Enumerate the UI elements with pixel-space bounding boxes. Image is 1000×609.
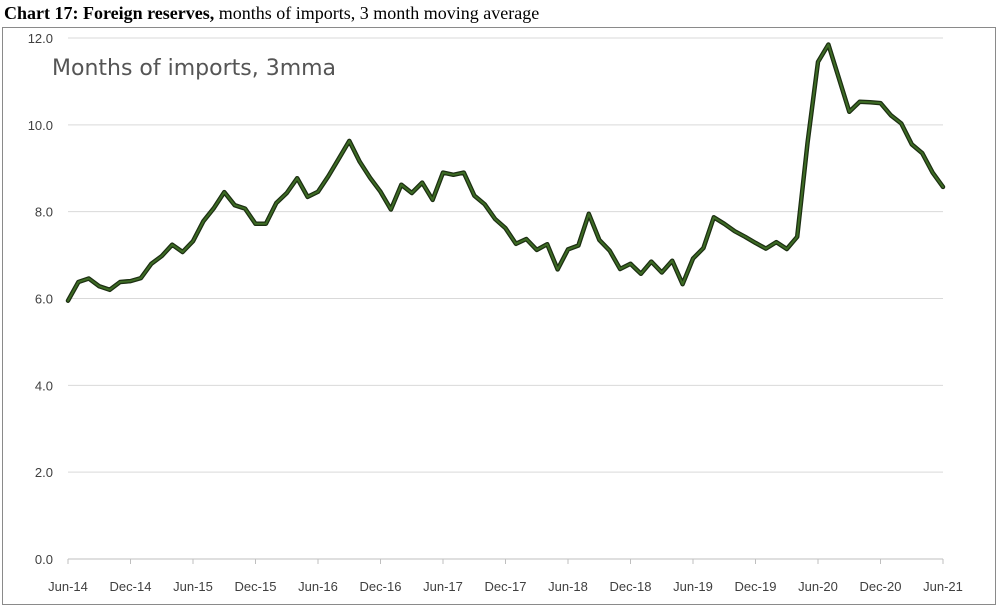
x-tick-label: Jun-14 xyxy=(48,579,88,594)
x-tick-label: Dec-17 xyxy=(485,579,527,594)
series-line xyxy=(67,43,944,302)
chart-title-rest: months of imports, 3 month moving averag… xyxy=(214,3,540,23)
y-tick-label: 10.0 xyxy=(28,118,53,133)
x-tick-label: Jun-19 xyxy=(673,579,713,594)
x-tick-label: Jun-17 xyxy=(423,579,463,594)
gridlines xyxy=(68,37,943,560)
x-tick-label: Jun-15 xyxy=(173,579,213,594)
x-tick-label: Dec-18 xyxy=(610,579,652,594)
y-axis: 0.0 2.0 4.0 6.0 8.0 10.0 12.0 xyxy=(28,31,53,567)
y-tick-label: 2.0 xyxy=(35,465,53,480)
x-tick-label: Jun-18 xyxy=(548,579,588,594)
x-tick-label: Dec-16 xyxy=(360,579,402,594)
inner-chart-label: Months of imports, 3mma xyxy=(52,56,336,81)
x-tick-label: Dec-19 xyxy=(735,579,777,594)
x-tick-label: Dec-20 xyxy=(860,579,902,594)
x-tick-label: Jun-21 xyxy=(923,579,963,594)
y-tick-label: 4.0 xyxy=(35,378,53,393)
chart-title: Chart 17: Foreign reserves, months of im… xyxy=(4,3,539,24)
y-tick-label: 12.0 xyxy=(28,31,53,46)
chart-frame xyxy=(2,27,996,605)
series-line-outline xyxy=(65,42,946,303)
x-tick-label: Jun-16 xyxy=(298,579,338,594)
x-tick-label: Dec-15 xyxy=(235,579,277,594)
series-group xyxy=(65,42,946,303)
x-tick-label: Dec-14 xyxy=(110,579,152,594)
y-tick-label: 6.0 xyxy=(35,292,53,307)
x-tick-label: Jun-20 xyxy=(798,579,838,594)
y-tick-label: 8.0 xyxy=(35,205,53,220)
y-tick-label: 0.0 xyxy=(35,552,53,567)
x-axis: Jun-14 Dec-14 Jun-15 Dec-15 Jun-16 Dec-16 Jun-… xyxy=(48,559,963,594)
chart-title-bold: Chart 17: Foreign reserves, xyxy=(4,3,215,23)
